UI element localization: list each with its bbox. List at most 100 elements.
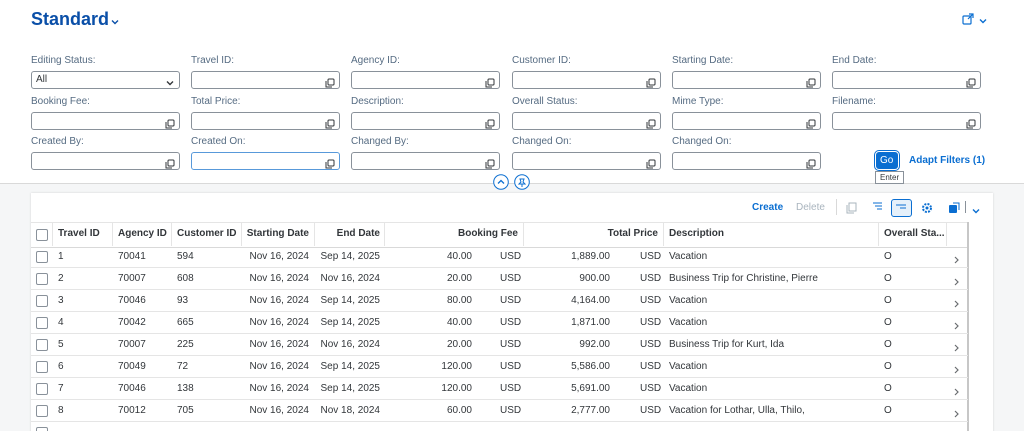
- group-button[interactable]: [891, 199, 912, 217]
- value-help-icon[interactable]: [485, 75, 495, 93]
- page-title[interactable]: Standard: [31, 9, 110, 29]
- table-cell: Nov 16, 2024: [249, 383, 310, 394]
- settings-button[interactable]: [920, 201, 934, 220]
- column-header[interactable]: Booking Fee: [457, 228, 518, 239]
- filter-input[interactable]: [512, 152, 661, 170]
- share-chevron[interactable]: [978, 13, 988, 31]
- collapse-button[interactable]: [493, 174, 509, 195]
- filter-input[interactable]: [191, 71, 340, 89]
- value-help-icon[interactable]: [165, 116, 175, 134]
- table-cell: Business Trip for Christine, Pierre: [669, 273, 818, 284]
- value-help-icon[interactable]: [806, 75, 816, 93]
- filter-input[interactable]: [672, 71, 821, 89]
- filter-input[interactable]: [351, 112, 500, 130]
- filter-input[interactable]: [31, 152, 180, 170]
- filter-input[interactable]: [512, 71, 661, 89]
- column-header[interactable]: Travel ID: [58, 228, 100, 239]
- value-help-icon[interactable]: [325, 116, 335, 134]
- value-help-icon[interactable]: [485, 156, 495, 174]
- filter-value[interactable]: All: [36, 74, 48, 85]
- filter-input[interactable]: [832, 71, 981, 89]
- value-help-icon[interactable]: [646, 75, 656, 93]
- value-help-icon[interactable]: [165, 156, 175, 174]
- filter-input[interactable]: [832, 112, 981, 130]
- column-header[interactable]: Customer ID: [177, 228, 237, 239]
- table-cell: 70042: [118, 317, 146, 328]
- column-header[interactable]: Agency ID: [118, 228, 167, 239]
- row-checkbox[interactable]: [36, 339, 48, 351]
- filter-select[interactable]: [31, 71, 180, 89]
- column-separator: [663, 222, 664, 246]
- row-nav-arrow[interactable]: [953, 340, 961, 358]
- sort-button[interactable]: [869, 199, 887, 215]
- row-checkbox[interactable]: [36, 427, 48, 431]
- value-help-icon[interactable]: [646, 116, 656, 134]
- row-nav-arrow[interactable]: [953, 384, 961, 402]
- value-help-icon[interactable]: [806, 116, 816, 134]
- table-row[interactable]: [31, 312, 968, 334]
- filter-input[interactable]: [512, 112, 661, 130]
- title-chevron[interactable]: [110, 14, 120, 32]
- table-row[interactable]: [31, 290, 968, 312]
- filter-input[interactable]: [31, 112, 180, 130]
- row-checkbox[interactable]: [36, 317, 48, 329]
- filter-input[interactable]: [351, 152, 500, 170]
- pin-button[interactable]: [514, 174, 530, 195]
- table-row[interactable]: [31, 400, 968, 422]
- value-help-icon[interactable]: [966, 75, 976, 93]
- column-separator: [314, 222, 315, 246]
- copy-icon[interactable]: [845, 201, 859, 220]
- row-checkbox[interactable]: [36, 383, 48, 395]
- filter-input[interactable]: [672, 152, 821, 170]
- filter-input[interactable]: [351, 71, 500, 89]
- column-header[interactable]: End Date: [336, 228, 380, 239]
- row-checkbox[interactable]: [36, 229, 48, 241]
- value-help-icon[interactable]: [325, 156, 335, 174]
- value-help-icon[interactable]: [325, 75, 335, 93]
- table-cell: USD: [500, 273, 522, 284]
- filter-input[interactable]: [672, 112, 821, 130]
- share-icon[interactable]: [962, 12, 974, 30]
- column-header[interactable]: Overall Sta...: [884, 228, 945, 239]
- column-header[interactable]: Description: [669, 228, 725, 239]
- row-nav-arrow[interactable]: [953, 296, 961, 314]
- value-help-icon[interactable]: [646, 156, 656, 174]
- select-chevron[interactable]: [165, 75, 175, 93]
- export-chevron[interactable]: [971, 203, 981, 221]
- row-checkbox[interactable]: [36, 273, 48, 285]
- create-button[interactable]: Create: [752, 202, 784, 213]
- go-label[interactable]: Go: [880, 155, 894, 166]
- row-nav-arrow[interactable]: [953, 406, 961, 424]
- value-help-icon[interactable]: [966, 116, 976, 134]
- table-cell: Nov 16, 2024: [249, 405, 310, 416]
- filter-label: Booking Fee:: [31, 96, 90, 107]
- value-help-icon[interactable]: [485, 116, 495, 134]
- filter-input[interactable]: [191, 112, 340, 130]
- row-nav-arrow[interactable]: [953, 362, 961, 380]
- table-cell: USD: [500, 317, 522, 328]
- go-button[interactable]: [874, 150, 900, 171]
- table-row[interactable]: [31, 268, 968, 290]
- column-header[interactable]: Starting Date: [246, 228, 309, 239]
- table-row[interactable]: [31, 246, 968, 268]
- table-row[interactable]: [31, 378, 968, 400]
- row-nav-arrow[interactable]: [953, 252, 961, 270]
- table-cell: O: [884, 405, 892, 416]
- table-cell: 1,871.00: [571, 317, 610, 328]
- row-checkbox[interactable]: [36, 251, 48, 263]
- table-row[interactable]: [31, 356, 968, 378]
- table-row[interactable]: [31, 334, 968, 356]
- filter-input[interactable]: [191, 152, 340, 170]
- row-checkbox[interactable]: [36, 361, 48, 373]
- adapt-filters-button[interactable]: Adapt Filters (1): [909, 155, 986, 166]
- delete-button[interactable]: Delete: [796, 202, 825, 213]
- table-cell: 2: [58, 273, 64, 284]
- row-nav-arrow[interactable]: [953, 318, 961, 336]
- row-checkbox[interactable]: [36, 295, 48, 307]
- column-header[interactable]: Total Price: [607, 228, 658, 239]
- row-checkbox[interactable]: [36, 405, 48, 417]
- export-button[interactable]: [947, 201, 961, 220]
- row-nav-arrow[interactable]: [953, 274, 961, 292]
- value-help-icon[interactable]: [806, 156, 816, 174]
